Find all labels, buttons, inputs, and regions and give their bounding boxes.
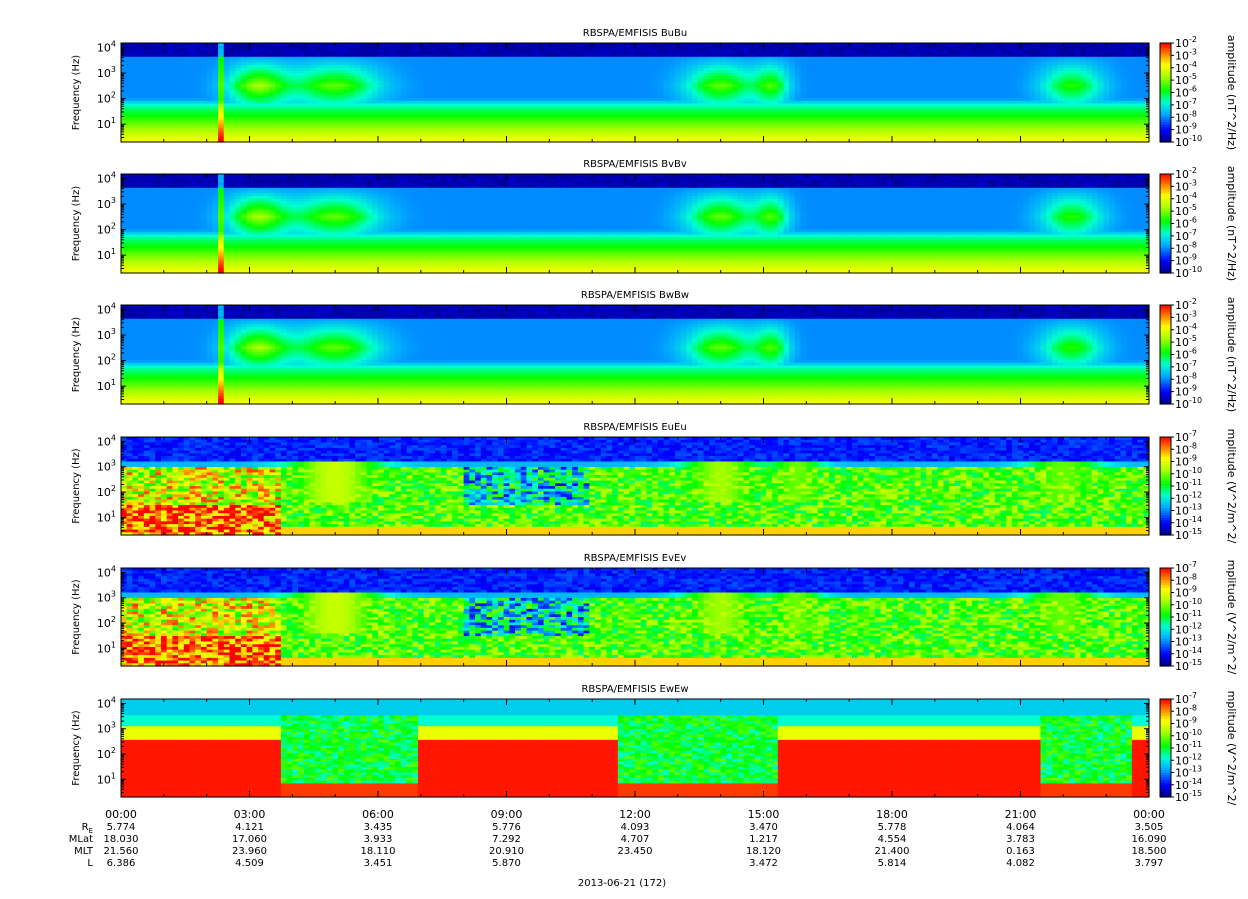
- spectrogram-panel-1: RBSPA/EMFISIS BuBuFrequency (Hz) 10110210…: [71, 28, 1238, 150]
